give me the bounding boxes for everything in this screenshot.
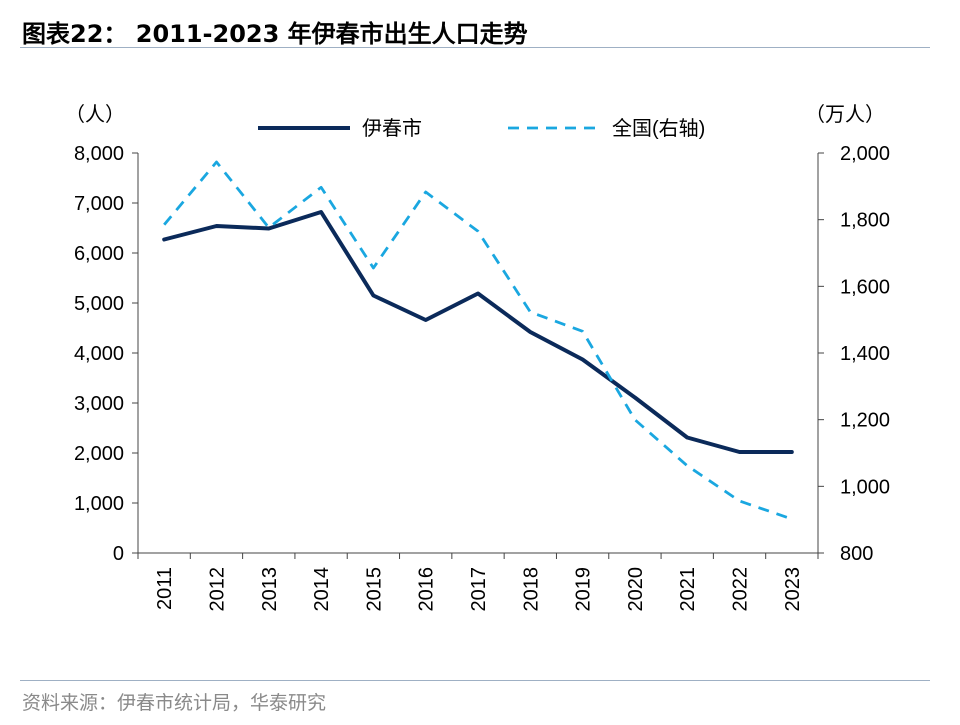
x-tick-label: 2013 bbox=[259, 567, 281, 612]
left-tick-label: 5,000 bbox=[74, 293, 124, 315]
series-line-1 bbox=[162, 210, 794, 454]
x-tick-label: 2023 bbox=[782, 567, 804, 612]
series-layer bbox=[162, 160, 794, 521]
left-tick-label: 0 bbox=[113, 543, 124, 565]
left-tick-label: 3,000 bbox=[74, 393, 124, 415]
series-line-2 bbox=[163, 160, 793, 521]
source-note: 资料来源：伊春市统计局，华泰研究 bbox=[22, 692, 327, 714]
x-tick-label: 2016 bbox=[416, 567, 438, 612]
left-tick-label: 6,000 bbox=[74, 243, 124, 265]
left-tick-label: 2,000 bbox=[74, 443, 124, 465]
right-tick-label: 1,600 bbox=[840, 276, 890, 298]
x-tick-label: 2022 bbox=[730, 567, 752, 612]
left-axis-unit: （人） bbox=[65, 103, 125, 126]
axes: 0 1,000 2,000 3,000 4,000 5,000 6,000 7,000 8,00… bbox=[65, 103, 890, 612]
x-tick-label: 2020 bbox=[625, 567, 647, 612]
x-tick-label: 2018 bbox=[520, 567, 542, 612]
chart-title: 图表22： 2011-2023 年伊春市出生人口走势 bbox=[22, 20, 528, 48]
left-tick-label: 1,000 bbox=[74, 493, 124, 515]
left-tick-label: 7,000 bbox=[74, 193, 124, 215]
x-tick-label: 2015 bbox=[363, 567, 385, 612]
right-axis-unit: （万人） bbox=[805, 103, 885, 126]
x-tick-label: 2014 bbox=[311, 567, 333, 612]
line-chart: 0 1,000 2,000 3,000 4,000 5,000 6,000 7,000 8,00… bbox=[65, 103, 890, 612]
right-tick-label: 1,200 bbox=[840, 410, 890, 432]
right-tick-label: 1,400 bbox=[840, 343, 890, 365]
left-tick-label: 4,000 bbox=[74, 343, 124, 365]
x-tick-label: 2019 bbox=[573, 567, 595, 612]
x-tick-label: 2011 bbox=[154, 567, 176, 610]
x-tick-label: 2017 bbox=[468, 567, 490, 612]
right-tick-label: 1,800 bbox=[840, 210, 890, 232]
legend-label-2: 全国(右轴) bbox=[612, 117, 705, 140]
legend-label-1: 伊春市 bbox=[362, 117, 422, 140]
right-tick-label: 2,000 bbox=[840, 143, 890, 165]
left-tick-label: 8,000 bbox=[74, 143, 124, 165]
top-divider bbox=[20, 47, 930, 48]
legend: 伊春市 全国(右轴) bbox=[258, 117, 705, 140]
bottom-divider bbox=[20, 680, 930, 681]
right-tick-label: 1,000 bbox=[840, 476, 890, 498]
x-tick-label: 2012 bbox=[206, 567, 228, 612]
x-tick-label: 2021 bbox=[677, 567, 699, 612]
right-tick-label: 800 bbox=[840, 543, 873, 565]
